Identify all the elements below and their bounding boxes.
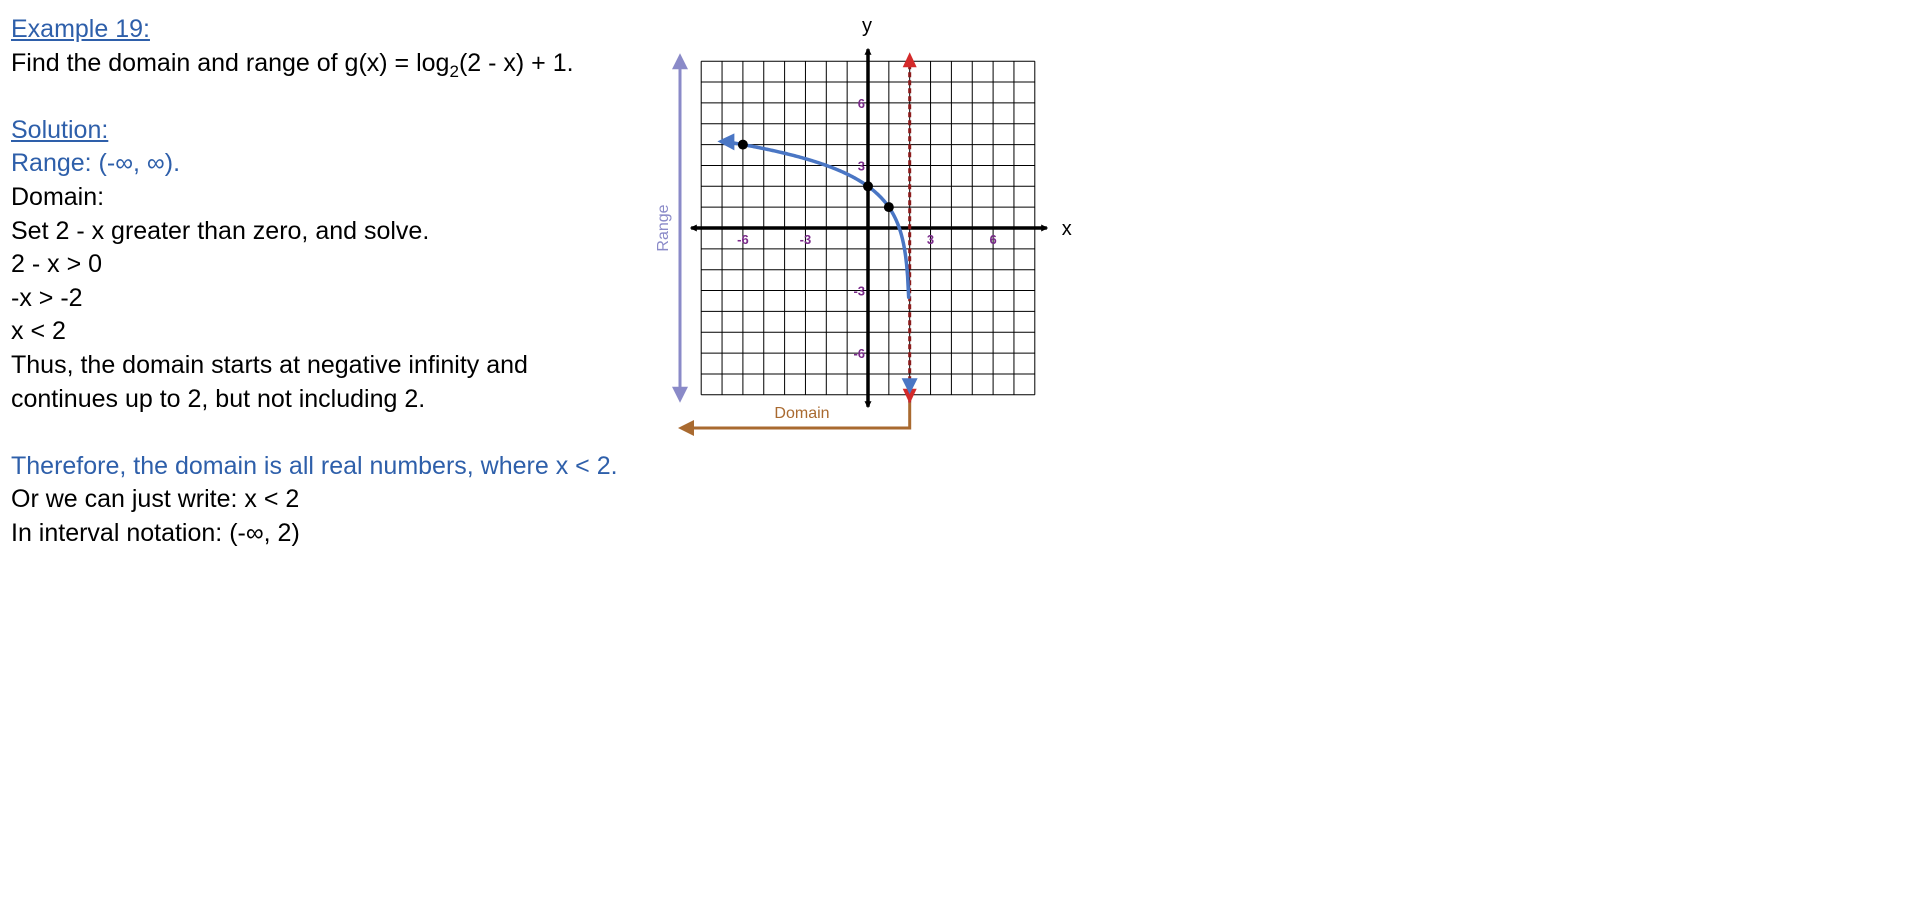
- thus-line-2: continues up to 2, but not including 2.: [11, 384, 426, 413]
- solution-label: Solution:: [11, 115, 109, 144]
- x-axis-label: x: [1062, 218, 1072, 240]
- example-title: Example 19:: [11, 15, 150, 43]
- asymptote-arrow-up: [902, 52, 917, 68]
- interval-line: In interval notation: (-∞, 2): [11, 518, 300, 547]
- y-tick-label: -6: [853, 346, 865, 361]
- domain-arrow: [690, 402, 912, 430]
- step-1: 2 - x > 0: [11, 250, 103, 279]
- x-tick-label: 3: [927, 232, 934, 247]
- range-arrow-head-down: [672, 386, 688, 403]
- range-arrow-head-up: [672, 53, 688, 70]
- x-tick-label: -3: [800, 232, 812, 247]
- curve-arrow-down: [901, 378, 918, 395]
- plotted-point: [863, 181, 873, 192]
- step-2: -x > -2: [11, 283, 83, 312]
- asymptote-arrow-down: [902, 388, 917, 404]
- domain-label: Domain: [774, 405, 829, 422]
- function-curve: [717, 133, 918, 395]
- y-axis-label: y: [862, 15, 872, 37]
- solution-text: Example 19: Find the domain and range of…: [11, 13, 691, 551]
- curve-arrow-left: [717, 133, 735, 151]
- y-tick-label: 6: [858, 96, 865, 111]
- annotations: Range Domain: [655, 52, 917, 436]
- plotted-points: [737, 139, 894, 213]
- step-set: Set 2 - x greater than zero, and solve.: [11, 216, 430, 245]
- domain-label: Domain:: [11, 182, 105, 211]
- or-write-line: Or we can just write: x < 2: [11, 485, 300, 514]
- y-tick-label: 3: [858, 158, 865, 173]
- thus-line-1: Thus, the domain starts at negative infi…: [11, 350, 528, 379]
- tick-labels: -6 -3 3 6 6 3 -3 -6: [737, 96, 997, 361]
- plotted-point: [737, 139, 748, 150]
- domain-arrow-head: [678, 420, 694, 436]
- x-tick-label: 6: [989, 232, 996, 247]
- therefore-line: Therefore, the domain is all real number…: [11, 451, 618, 480]
- problem-statement: Find the domain and range of g(x) = log2…: [11, 47, 691, 81]
- axes: [689, 47, 1049, 409]
- problem-text: Find the domain and range of g(x) = log: [11, 48, 450, 77]
- curve-path: [728, 140, 911, 300]
- plotted-point: [883, 202, 894, 213]
- step-3: x < 2: [11, 317, 66, 346]
- range-answer: Range: (-∞, ∞).: [11, 149, 181, 178]
- problem-text-end: (2 - x) + 1.: [458, 48, 574, 77]
- range-label: Range: [655, 204, 672, 251]
- log-base: 2: [449, 61, 459, 81]
- x-tick-label: -6: [737, 232, 749, 247]
- y-tick-label: -3: [853, 284, 865, 299]
